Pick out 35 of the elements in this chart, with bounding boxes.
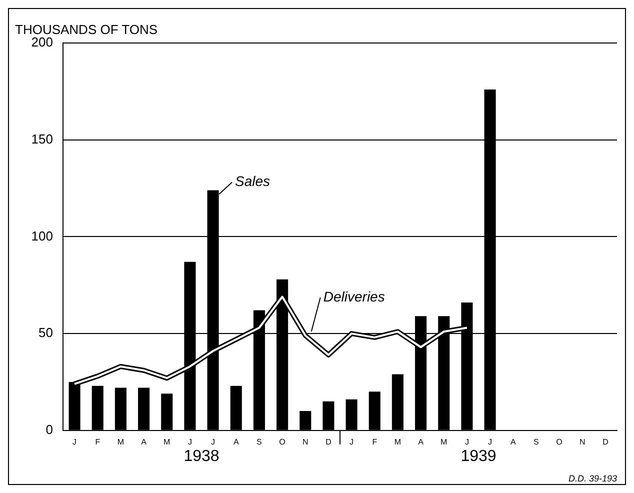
- text: Deliveries: [323, 288, 385, 304]
- x-tick-label: J: [488, 437, 492, 446]
- x-tick-label: N: [302, 437, 308, 446]
- y-axis-title: THOUSANDS OF TONS: [15, 22, 158, 38]
- y-tick-label: 150: [31, 131, 53, 146]
- x-tick-label: F: [372, 437, 378, 446]
- text: 1938: [184, 448, 220, 465]
- x-tick-label: J: [211, 437, 216, 446]
- x-tick-label: F: [95, 437, 100, 446]
- x-tick-label: S: [534, 437, 539, 446]
- x-tick-label: J: [188, 437, 192, 446]
- x-tick-label: D: [602, 437, 609, 446]
- y-tick-label: 50: [38, 325, 53, 340]
- text: D.D. 39-193: [568, 473, 617, 484]
- x-tick-label: J: [464, 437, 469, 446]
- x-tick-label: J: [72, 437, 77, 446]
- x-tick-label: O: [279, 437, 286, 446]
- x-tick-label: A: [141, 437, 148, 446]
- x-tick-label: S: [256, 437, 262, 446]
- y-tick-label: 100: [31, 228, 53, 244]
- y-tick-label: 0: [46, 422, 53, 437]
- x-tick-label: M: [117, 437, 124, 446]
- x-tick-label: N: [579, 437, 586, 446]
- x-tick-label: A: [233, 437, 240, 446]
- x-tick-label: A: [418, 437, 424, 446]
- legend-label: Sales: [235, 173, 270, 190]
- y-tick-label: 200: [31, 34, 53, 50]
- x-tick-label: M: [394, 437, 402, 446]
- x-tick-label: O: [556, 437, 562, 446]
- x-tick-label: M: [440, 437, 448, 446]
- x-tick-label: J: [350, 437, 354, 446]
- text: 1939: [460, 448, 496, 465]
- x-tick-label: A: [510, 437, 516, 446]
- x-tick-label: M: [164, 437, 171, 446]
- x-tick-label: D: [326, 437, 332, 446]
